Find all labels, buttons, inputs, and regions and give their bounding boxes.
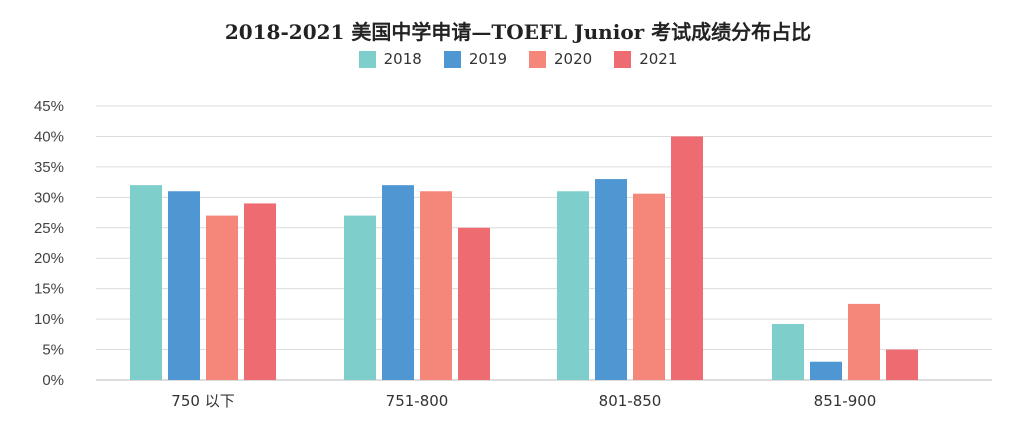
y-tick-label: 5% (42, 342, 64, 359)
x-tick-label: 851-900 (814, 392, 877, 410)
bar-2021-1 (458, 227, 490, 380)
legend-item-2021: 2021 (614, 50, 677, 68)
bar-2021-2 (671, 136, 703, 380)
legend-label: 2018 (383, 50, 422, 68)
legend: 2018 2019 2020 2021 (0, 50, 1036, 68)
y-tick-label: 40% (34, 128, 64, 145)
bar-2019-2 (595, 179, 627, 380)
legend-swatch (614, 50, 632, 68)
y-tick-label: 25% (34, 220, 64, 237)
legend-label: 2019 (468, 50, 507, 68)
y-tick-label: 10% (34, 311, 64, 328)
y-tick-label: 0% (42, 372, 64, 389)
bar-2021-3 (886, 349, 918, 380)
bar-2019-0 (168, 191, 200, 380)
bar-2020-1 (420, 191, 452, 380)
y-tick-label: 15% (34, 281, 64, 298)
bar-2019-3 (810, 361, 842, 380)
bar-2019-1 (382, 185, 414, 380)
legend-item-2019: 2019 (443, 50, 507, 68)
bar-2018-1 (344, 215, 376, 380)
legend-swatch (443, 50, 461, 68)
y-tick-label: 35% (34, 159, 64, 176)
bar-2018-2 (557, 191, 589, 380)
y-tick-label: 45% (34, 98, 64, 115)
legend-swatch (358, 50, 376, 68)
bar-2020-2 (633, 193, 665, 380)
bar-2018-3 (772, 323, 804, 380)
legend-item-2020: 2020 (529, 50, 592, 68)
x-tick-label: 801-850 (599, 392, 662, 410)
legend-label: 2021 (639, 50, 678, 68)
bar-2020-3 (848, 303, 880, 380)
y-tick-label: 30% (34, 189, 64, 206)
bar-2021-0 (244, 203, 276, 380)
bar-2018-0 (130, 185, 162, 380)
legend-label: 2020 (554, 50, 593, 68)
x-tick-label: 750 以下 (171, 392, 234, 410)
x-tick-label: 751-800 (386, 392, 449, 410)
legend-item-2018: 2018 (358, 50, 422, 68)
bar-2020-0 (206, 215, 238, 380)
y-tick-label: 20% (34, 250, 64, 267)
chart-title: 2018-2021 美国中学申请—TOEFL Junior 考试成绩分布占比 (224, 20, 812, 44)
legend-swatch (529, 50, 546, 68)
